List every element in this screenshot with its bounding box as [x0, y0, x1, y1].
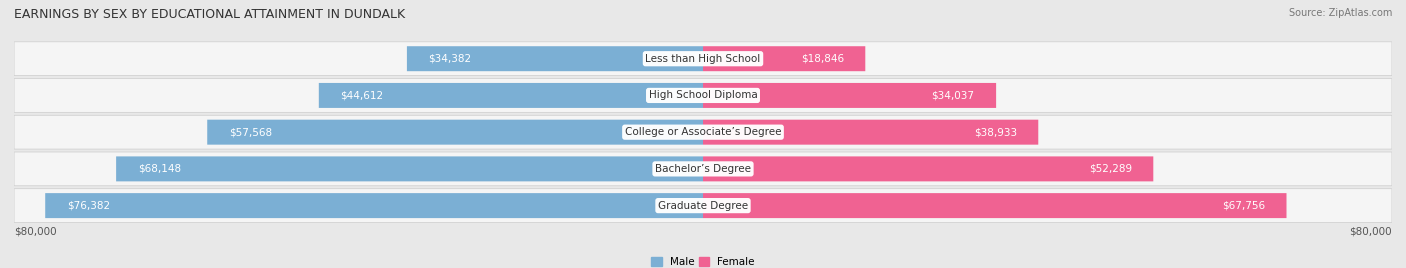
Text: $57,568: $57,568 [229, 127, 271, 137]
FancyBboxPatch shape [703, 83, 995, 108]
FancyBboxPatch shape [45, 193, 703, 218]
Text: High School Diploma: High School Diploma [648, 90, 758, 100]
Text: $34,037: $34,037 [932, 90, 974, 100]
FancyBboxPatch shape [703, 46, 865, 71]
Text: $68,148: $68,148 [138, 164, 181, 174]
Text: Source: ZipAtlas.com: Source: ZipAtlas.com [1288, 8, 1392, 18]
FancyBboxPatch shape [207, 120, 703, 145]
Text: $80,000: $80,000 [1350, 226, 1392, 236]
FancyBboxPatch shape [319, 83, 703, 108]
FancyBboxPatch shape [703, 157, 1153, 181]
Text: $52,289: $52,289 [1088, 164, 1132, 174]
Text: Graduate Degree: Graduate Degree [658, 201, 748, 211]
FancyBboxPatch shape [406, 46, 703, 71]
Text: $44,612: $44,612 [340, 90, 384, 100]
Text: $80,000: $80,000 [14, 226, 56, 236]
Text: Bachelor’s Degree: Bachelor’s Degree [655, 164, 751, 174]
Text: Less than High School: Less than High School [645, 54, 761, 64]
FancyBboxPatch shape [14, 152, 1392, 186]
FancyBboxPatch shape [14, 79, 1392, 112]
Text: $67,756: $67,756 [1222, 201, 1265, 211]
FancyBboxPatch shape [703, 120, 1038, 145]
FancyBboxPatch shape [14, 42, 1392, 76]
Text: $38,933: $38,933 [973, 127, 1017, 137]
FancyBboxPatch shape [14, 189, 1392, 222]
FancyBboxPatch shape [14, 115, 1392, 149]
Text: College or Associate’s Degree: College or Associate’s Degree [624, 127, 782, 137]
Text: $76,382: $76,382 [66, 201, 110, 211]
Text: $34,382: $34,382 [429, 54, 471, 64]
Text: EARNINGS BY SEX BY EDUCATIONAL ATTAINMENT IN DUNDALK: EARNINGS BY SEX BY EDUCATIONAL ATTAINMEN… [14, 8, 405, 21]
FancyBboxPatch shape [703, 193, 1286, 218]
Legend: Male, Female: Male, Female [647, 253, 759, 268]
FancyBboxPatch shape [117, 157, 703, 181]
Text: $18,846: $18,846 [800, 54, 844, 64]
